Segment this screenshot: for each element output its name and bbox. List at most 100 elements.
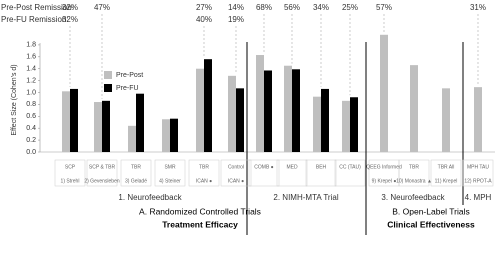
x-tick-label: SMR bbox=[164, 164, 176, 170]
y-tick-label: 1.8 bbox=[26, 42, 36, 49]
bar bbox=[292, 69, 300, 152]
label-box bbox=[120, 159, 152, 187]
x-tick-sublabel: 10) Monastra ▲ bbox=[396, 178, 432, 184]
label-box bbox=[154, 159, 186, 187]
label-box bbox=[248, 159, 280, 187]
x-tick-label: MED bbox=[286, 164, 298, 170]
y-tick-label: 1.4 bbox=[26, 66, 36, 73]
x-tick-sublabel: 2) Gevensleben bbox=[84, 178, 120, 184]
bar bbox=[313, 96, 321, 152]
bar bbox=[228, 75, 236, 152]
x-tick-label: COMB ● bbox=[254, 164, 273, 170]
section-subtitle: Clinical Effectiveness bbox=[387, 219, 475, 229]
legend-swatch bbox=[104, 84, 112, 92]
remission-label: Pre-FU Remission: bbox=[1, 15, 69, 24]
x-tick-label: Control bbox=[228, 164, 244, 170]
x-tick-label: QEEG Informed bbox=[366, 164, 402, 170]
bar bbox=[342, 100, 350, 152]
x-tick-sublabel: ICAN ● bbox=[228, 178, 244, 184]
x-tick-sublabel: 9) Krepel ● bbox=[372, 178, 397, 184]
y-axis-label: Effect Size (Cohen's d) bbox=[11, 64, 18, 135]
y-tick-label: 0.2 bbox=[26, 137, 36, 144]
bar bbox=[284, 65, 292, 152]
group-label: 2. NIMH-MTA Trial bbox=[273, 193, 338, 202]
bar bbox=[136, 93, 144, 152]
y-tick-label: 0.0 bbox=[26, 149, 36, 156]
legend-label: Pre-Post bbox=[116, 72, 143, 79]
label-box bbox=[334, 159, 366, 187]
x-tick-label: TBR All bbox=[438, 164, 455, 170]
remission-value: 56% bbox=[284, 3, 300, 12]
bar bbox=[474, 87, 482, 152]
remission-value: 19% bbox=[228, 15, 244, 24]
y-tick-label: 1.2 bbox=[26, 77, 36, 84]
label-box bbox=[398, 159, 430, 187]
remission-value: 31% bbox=[470, 3, 486, 12]
x-tick-label: TBR bbox=[409, 164, 419, 170]
legend-swatch bbox=[104, 71, 112, 79]
label-box bbox=[305, 159, 337, 187]
group-label: 3. Neurofeedback bbox=[381, 193, 445, 202]
remission-value: 34% bbox=[313, 3, 329, 12]
bar bbox=[410, 65, 418, 152]
bar bbox=[94, 102, 102, 152]
bar bbox=[162, 119, 170, 152]
section-title: A. Randomized Controlled Trials bbox=[139, 206, 261, 216]
x-tick-sublabel: 4) Steiner bbox=[159, 178, 181, 184]
remission-value: 68% bbox=[256, 3, 272, 12]
bar bbox=[62, 91, 70, 152]
label-box bbox=[86, 159, 118, 187]
y-tick-label: 0.6 bbox=[26, 113, 36, 120]
bar bbox=[350, 97, 358, 152]
y-tick-label: 0.8 bbox=[26, 101, 36, 108]
y-tick-label: 1.6 bbox=[26, 54, 36, 61]
legend-label: Pre-FU bbox=[116, 85, 139, 92]
remission-value: 14% bbox=[228, 3, 244, 12]
remission-value: 27% bbox=[196, 3, 212, 12]
bar bbox=[170, 118, 178, 152]
bar bbox=[196, 68, 204, 152]
label-box bbox=[220, 159, 252, 187]
label-box bbox=[276, 159, 308, 187]
x-tick-label: CC (TAU) bbox=[339, 164, 361, 170]
section-title: B. Open-Label Trials bbox=[392, 206, 469, 216]
bar bbox=[70, 88, 78, 152]
y-tick-label: 0.4 bbox=[26, 125, 36, 132]
label-box bbox=[430, 159, 462, 187]
bar bbox=[321, 88, 329, 152]
bar bbox=[256, 55, 264, 152]
label-box bbox=[462, 159, 494, 187]
x-tick-label: SCP bbox=[65, 164, 76, 170]
bar bbox=[236, 88, 244, 152]
bar bbox=[204, 59, 212, 152]
x-tick-sublabel: ICAN ● bbox=[196, 178, 212, 184]
x-tick-sublabel: 12) RPOT-A bbox=[464, 178, 492, 184]
x-tick-label: MPH TAU bbox=[467, 164, 489, 170]
x-tick-label: TBR bbox=[131, 164, 141, 170]
section-subtitle: Treatment Efficacy bbox=[162, 219, 238, 229]
label-box bbox=[54, 159, 86, 187]
remission-value: 32% bbox=[62, 15, 78, 24]
remission-label: Pre-Post Remission: bbox=[1, 3, 74, 12]
remission-value: 40% bbox=[196, 15, 212, 24]
x-tick-label: BEH bbox=[316, 164, 327, 170]
bar bbox=[102, 100, 110, 152]
x-tick-label: SCP & TBR bbox=[89, 164, 116, 170]
x-tick-sublabel: 11) Krepel bbox=[435, 178, 458, 184]
label-box bbox=[188, 159, 220, 187]
bar bbox=[380, 34, 388, 152]
remission-value: 47% bbox=[94, 3, 110, 12]
x-tick-sublabel: 1) Strehl bbox=[61, 178, 80, 184]
group-label: 4. MPH bbox=[465, 193, 492, 202]
bar bbox=[442, 88, 450, 152]
bar bbox=[128, 125, 136, 152]
group-label: 1. Neurofeedback bbox=[118, 193, 182, 202]
remission-value: 57% bbox=[376, 3, 392, 12]
remission-value: 32% bbox=[62, 3, 78, 12]
x-tick-label: TBR bbox=[199, 164, 209, 170]
bar bbox=[264, 70, 272, 152]
x-tick-sublabel: 3) Geladé bbox=[125, 178, 147, 184]
y-tick-label: 1.0 bbox=[26, 89, 36, 96]
remission-value: 25% bbox=[342, 3, 358, 12]
